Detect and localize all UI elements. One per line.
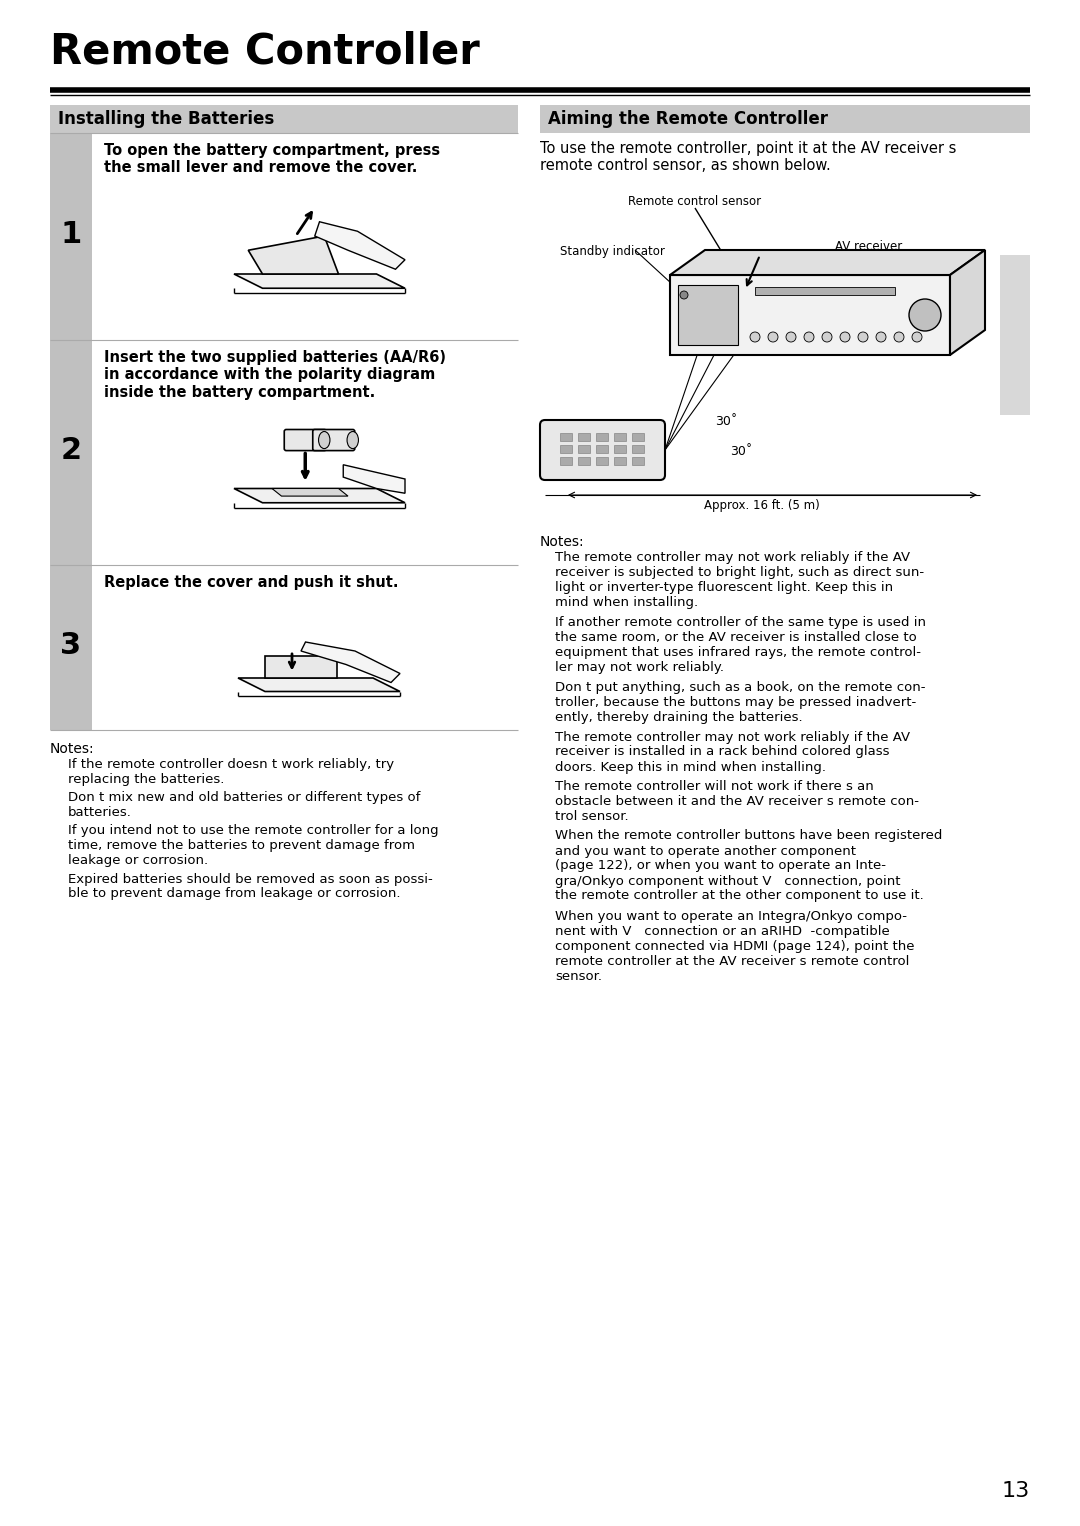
Bar bbox=[578, 433, 590, 441]
Circle shape bbox=[680, 291, 688, 299]
Circle shape bbox=[768, 333, 778, 342]
Polygon shape bbox=[238, 678, 400, 691]
Text: -: - bbox=[315, 435, 319, 446]
Bar bbox=[632, 433, 644, 441]
FancyBboxPatch shape bbox=[540, 420, 665, 481]
Text: Expired batteries should be removed as soon as possi-
ble to prevent damage from: Expired batteries should be removed as s… bbox=[68, 873, 433, 900]
Circle shape bbox=[876, 333, 886, 342]
Text: To open the battery compartment, press
the small lever and remove the cover.: To open the battery compartment, press t… bbox=[104, 143, 441, 175]
Polygon shape bbox=[248, 237, 338, 275]
Text: To use the remote controller, point it at the AV receiver s
remote control senso: To use the remote controller, point it a… bbox=[540, 140, 957, 174]
Text: +: + bbox=[322, 435, 330, 446]
FancyBboxPatch shape bbox=[284, 429, 326, 450]
Circle shape bbox=[909, 299, 941, 331]
Text: Insert the two supplied batteries (AA/R6)
in accordance with the polarity diagra: Insert the two supplied batteries (AA/R6… bbox=[104, 349, 446, 400]
Text: Standby indicator: Standby indicator bbox=[561, 246, 665, 258]
Ellipse shape bbox=[347, 432, 359, 449]
Polygon shape bbox=[314, 221, 405, 269]
Text: -: - bbox=[343, 435, 347, 446]
Circle shape bbox=[822, 333, 832, 342]
Bar bbox=[678, 285, 738, 345]
Polygon shape bbox=[265, 656, 337, 678]
Bar bbox=[50, 105, 518, 133]
Text: Remote Controller: Remote Controller bbox=[50, 31, 480, 72]
Text: 30˚: 30˚ bbox=[715, 415, 738, 427]
Text: Aiming the Remote Controller: Aiming the Remote Controller bbox=[548, 110, 828, 128]
Text: 1: 1 bbox=[60, 220, 82, 249]
Bar bbox=[50, 565, 92, 729]
Bar bbox=[615, 456, 626, 465]
Bar bbox=[50, 340, 92, 565]
Circle shape bbox=[750, 333, 760, 342]
Text: Remote control sensor: Remote control sensor bbox=[629, 195, 761, 208]
Circle shape bbox=[840, 333, 850, 342]
Bar bbox=[561, 446, 572, 453]
Text: When the remote controller buttons have been registered
and you want to operate : When the remote controller buttons have … bbox=[555, 830, 943, 902]
Text: If the remote controller doesn t work reliably, try
replacing the batteries.: If the remote controller doesn t work re… bbox=[68, 758, 394, 786]
Bar bbox=[578, 446, 590, 453]
Bar bbox=[578, 456, 590, 465]
Polygon shape bbox=[950, 250, 985, 356]
Polygon shape bbox=[301, 642, 400, 682]
Text: Don t put anything, such as a book, on the remote con-
troller, because the butt: Don t put anything, such as a book, on t… bbox=[555, 681, 926, 723]
Text: Don t mix new and old batteries or different types of
batteries.: Don t mix new and old batteries or diffe… bbox=[68, 790, 420, 819]
Text: Approx. 16 ft. (5 m): Approx. 16 ft. (5 m) bbox=[704, 499, 820, 513]
Bar bbox=[632, 456, 644, 465]
Text: Installing the Batteries: Installing the Batteries bbox=[58, 110, 274, 128]
Circle shape bbox=[858, 333, 868, 342]
Polygon shape bbox=[670, 250, 985, 275]
Text: Notes:: Notes: bbox=[50, 742, 95, 755]
Polygon shape bbox=[234, 275, 405, 288]
Text: The remote controller will not work if there s an
obstacle between it and the AV: The remote controller will not work if t… bbox=[555, 780, 919, 823]
Circle shape bbox=[786, 333, 796, 342]
Text: +: + bbox=[294, 435, 301, 446]
Circle shape bbox=[912, 333, 922, 342]
Text: 3: 3 bbox=[60, 630, 82, 661]
Bar bbox=[596, 446, 608, 453]
Text: If another remote controller of the same type is used in
the same room, or the A: If another remote controller of the same… bbox=[555, 617, 926, 674]
Bar bbox=[561, 456, 572, 465]
Ellipse shape bbox=[319, 432, 330, 449]
Text: The remote controller may not work reliably if the AV
receiver is subjected to b: The remote controller may not work relia… bbox=[555, 551, 924, 609]
Text: The remote controller may not work reliably if the AV
receiver is installed in a: The remote controller may not work relia… bbox=[555, 731, 910, 774]
Circle shape bbox=[894, 333, 904, 342]
Polygon shape bbox=[343, 465, 405, 493]
Bar bbox=[596, 456, 608, 465]
Bar bbox=[632, 446, 644, 453]
Text: Replace the cover and push it shut.: Replace the cover and push it shut. bbox=[104, 575, 399, 591]
Bar bbox=[50, 133, 92, 340]
Bar bbox=[540, 105, 1030, 133]
Text: Notes:: Notes: bbox=[540, 536, 584, 549]
Text: 2: 2 bbox=[60, 436, 82, 465]
Bar bbox=[561, 433, 572, 441]
Text: If you intend not to use the remote controller for a long
time, remove the batte: If you intend not to use the remote cont… bbox=[68, 824, 438, 867]
Bar bbox=[755, 287, 895, 295]
Polygon shape bbox=[272, 488, 348, 496]
Bar bbox=[596, 433, 608, 441]
Text: When you want to operate an Integra/Onkyo compo-
nent with V   connection or an : When you want to operate an Integra/Onky… bbox=[555, 909, 915, 983]
Bar bbox=[670, 275, 950, 356]
Circle shape bbox=[804, 333, 814, 342]
Text: 13: 13 bbox=[1002, 1482, 1030, 1502]
FancyBboxPatch shape bbox=[313, 429, 354, 450]
Text: AV receiver: AV receiver bbox=[835, 240, 902, 253]
Bar bbox=[615, 446, 626, 453]
Polygon shape bbox=[234, 488, 405, 502]
Bar bbox=[1000, 255, 1030, 415]
Bar bbox=[615, 433, 626, 441]
Text: 30˚: 30˚ bbox=[730, 446, 753, 458]
